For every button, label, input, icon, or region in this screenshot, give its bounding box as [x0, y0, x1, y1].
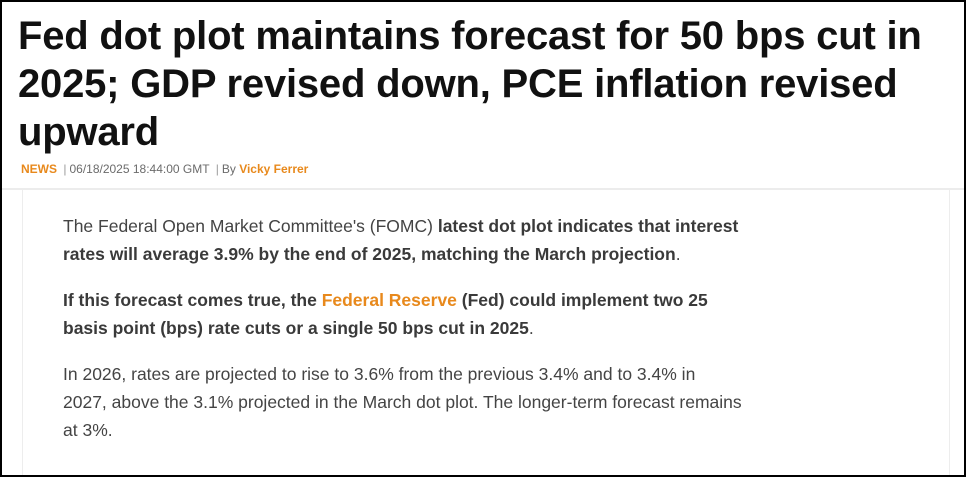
article-headline: Fed dot plot maintains forecast for 50 b…	[18, 14, 922, 154]
paragraph-1-bold: latest dot plot indicates that interest …	[63, 216, 739, 264]
paragraph-2: If this forecast comes true, the Federal…	[63, 286, 743, 342]
byline-label: By	[221, 162, 236, 176]
federal-reserve-link[interactable]: Federal Reserve	[321, 290, 457, 310]
paragraph-3: In 2026, rates are projected to rise to …	[63, 364, 742, 440]
category-link[interactable]: NEWS	[21, 162, 57, 176]
paragraph-2-end: .	[528, 318, 534, 338]
paragraph-2-bold-a: If this forecast comes true, the	[63, 290, 322, 310]
header-divider	[2, 188, 964, 190]
author-link[interactable]: Vicky Ferrer	[239, 162, 309, 176]
paragraph-1: The Federal Open Market Committee's (FOM…	[63, 212, 743, 268]
paragraph-1-intro: The Federal Open Market Committee's (FOM…	[63, 216, 438, 236]
meta-separator: |	[215, 162, 219, 176]
paragraph-1-end: .	[675, 244, 681, 264]
article-meta: NEWS | 06/18/2025 18:44:00 GMT | By Vicky …	[21, 162, 308, 176]
article-body-card	[22, 190, 950, 475]
paragraph-2-bold-b: (Fed) could implement two 25 basis point…	[63, 290, 708, 338]
article-timestamp: 06/18/2025 18:44:00 GMT	[69, 162, 210, 176]
meta-separator: |	[63, 162, 67, 176]
article-body: The Federal Open Market Committee's (FOM…	[63, 212, 743, 462]
